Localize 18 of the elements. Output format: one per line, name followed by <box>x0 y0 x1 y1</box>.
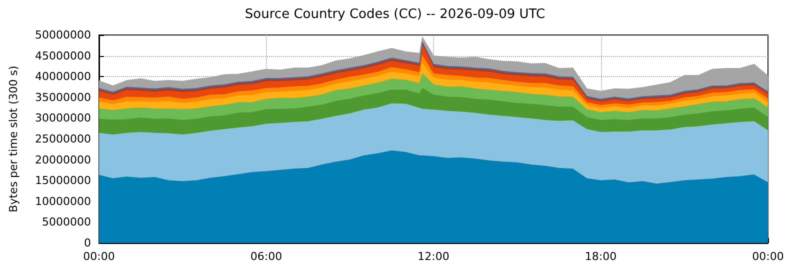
y-tick-label: 0 <box>84 236 91 250</box>
y-tick-label: 10000000 <box>35 194 91 208</box>
y-tick-label: 45000000 <box>35 49 91 62</box>
y-tick-label: 5000000 <box>42 216 91 229</box>
x-tick-label: 00:00 <box>83 250 115 263</box>
y-tick-label: 20000000 <box>35 153 91 166</box>
x-tick-label: 12:00 <box>418 250 450 263</box>
x-tick-label: 00:00 <box>752 250 784 263</box>
y-tick-label: 30000000 <box>35 112 91 125</box>
x-tick-label: 06:00 <box>250 250 282 263</box>
y-axis-title: Bytes per time slot (300 s) <box>7 66 20 212</box>
y-tick-label: 15000000 <box>35 174 91 188</box>
chart-title: Source Country Codes (CC) -- 2026-09-09 UTC <box>244 7 546 22</box>
y-tick-label: 35000000 <box>35 90 91 104</box>
x-tick-label: 18:00 <box>584 250 617 263</box>
y-tick-label: 50000000 <box>35 28 91 42</box>
y-tick-label: 40000000 <box>35 70 91 84</box>
y-tick-label: 25000000 <box>35 132 91 146</box>
